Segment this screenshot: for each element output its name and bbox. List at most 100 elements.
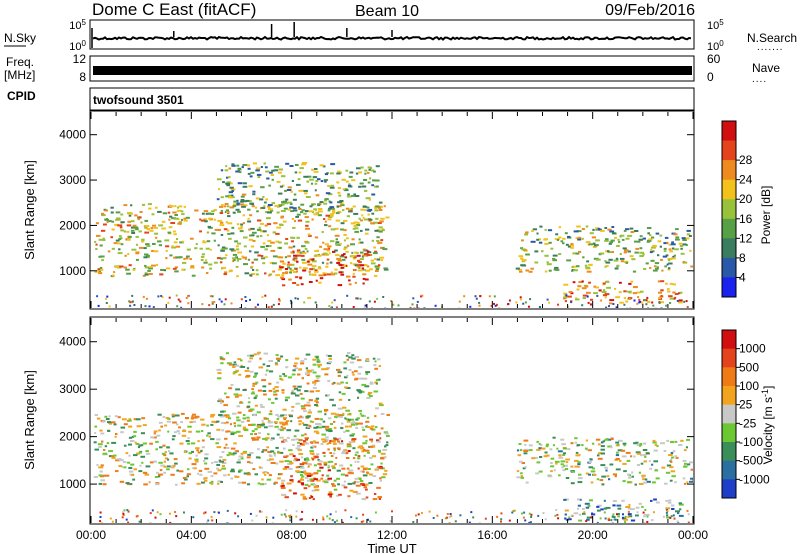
velocity-pixel xyxy=(365,420,370,423)
power-pixel xyxy=(649,266,652,269)
power-scatter xyxy=(604,296,607,299)
power-pixel xyxy=(236,248,240,251)
velocity-pixel xyxy=(328,357,332,360)
velocity-pixel xyxy=(281,484,285,487)
velocity-scatter xyxy=(468,521,471,523)
power-pixel xyxy=(139,211,143,213)
velocity-pixel xyxy=(289,479,294,482)
velocity-pixel xyxy=(232,366,236,368)
power-scatter xyxy=(641,302,644,305)
velocity-pixel xyxy=(123,444,127,447)
velocity-pixel xyxy=(108,455,112,458)
velocity-pixel xyxy=(246,473,251,476)
velocity-pixel xyxy=(327,355,332,357)
power-pixel xyxy=(558,236,562,239)
power-pixel xyxy=(582,297,587,299)
velocity-pixel xyxy=(236,405,241,408)
power-pixel xyxy=(311,203,317,206)
velocity-pixel xyxy=(283,455,289,458)
velocity-pixel xyxy=(178,426,181,429)
power-pixel xyxy=(663,250,667,253)
velocity-pixel xyxy=(238,455,244,458)
velocity-pixel xyxy=(600,448,605,451)
power-pixel xyxy=(269,171,273,174)
power-pixel xyxy=(239,230,244,233)
power-pixel xyxy=(281,278,285,281)
velocity-scatter xyxy=(436,514,439,517)
velocity-pixel xyxy=(672,450,676,453)
velocity-pixel xyxy=(666,439,670,442)
velocity-pixel xyxy=(323,462,328,465)
velocity-pixel xyxy=(131,474,135,476)
power-pixel xyxy=(120,243,124,246)
velocity-pixel xyxy=(524,466,527,469)
velocity-pixel xyxy=(254,473,258,476)
velocity-pixel xyxy=(316,469,321,472)
power-pixel xyxy=(234,240,238,243)
velocity-pixel xyxy=(261,419,264,422)
power-pixel xyxy=(334,234,340,237)
velocity-pixel xyxy=(597,457,603,460)
power-scatter xyxy=(384,307,387,308)
x-tick-label: 20:00 xyxy=(578,528,608,542)
velocity-scatter xyxy=(524,519,527,522)
velocity-pixel xyxy=(355,492,361,495)
velocity-pixel xyxy=(528,449,533,452)
velocity-pixel xyxy=(301,434,305,437)
velocity-pixel xyxy=(378,449,381,452)
velocity-pixel xyxy=(539,456,543,458)
velocity-pixel xyxy=(315,397,320,400)
velocity-scatter xyxy=(192,516,195,519)
velocity-pixel xyxy=(232,372,236,375)
velocity-pixel xyxy=(293,387,298,390)
power-pixel xyxy=(354,195,360,197)
velocity-pixel xyxy=(327,394,330,397)
velocity-pixel xyxy=(208,435,212,438)
velocity-pixel xyxy=(653,449,658,452)
velocity-scatter xyxy=(136,514,139,517)
power-pixel xyxy=(144,219,149,222)
power-pixel xyxy=(340,204,345,207)
power-pixel xyxy=(360,208,365,211)
power-pixel xyxy=(304,247,308,250)
velocity-pixel xyxy=(283,440,288,443)
power-pixel xyxy=(255,169,260,172)
power-pixel xyxy=(328,207,333,210)
power-pixel xyxy=(668,243,671,246)
power-pixel xyxy=(383,205,386,208)
velocity-pixel xyxy=(303,423,308,426)
velocity-pixel xyxy=(336,415,341,418)
power-pixel xyxy=(633,230,639,232)
power-pixel xyxy=(362,248,366,251)
power-pixel xyxy=(375,268,380,270)
velocity-pixel xyxy=(528,444,533,447)
power-pixel xyxy=(611,251,614,253)
velocity-pixel xyxy=(316,432,320,435)
power-pixel xyxy=(324,199,328,202)
velocity-pixel xyxy=(108,450,113,453)
velocity-pixel xyxy=(248,409,253,412)
velocity-scatter xyxy=(374,511,377,514)
power-pixel xyxy=(126,230,130,233)
power-pixel xyxy=(292,271,298,273)
power-pixel xyxy=(321,261,325,264)
power-pixel xyxy=(289,165,294,167)
velocity-pixel xyxy=(195,460,199,463)
power-pixel xyxy=(576,288,580,291)
power-pixel xyxy=(607,228,612,231)
power-pixel xyxy=(286,263,292,266)
velocity-pixel xyxy=(324,373,329,376)
velocity-pixel xyxy=(596,478,600,481)
power-pixel xyxy=(194,247,198,250)
velocity-pixel xyxy=(210,480,214,483)
velocity-pixel xyxy=(333,449,336,452)
velocity-pixel xyxy=(159,469,163,472)
power-pixel xyxy=(328,216,333,218)
power-pixel xyxy=(231,226,235,229)
velocity-pixel xyxy=(295,466,299,469)
power-pixel xyxy=(326,258,330,261)
velocity-pixel xyxy=(315,375,321,378)
power-pixel xyxy=(607,251,613,254)
power-pixel xyxy=(240,223,244,226)
velocity-pixel xyxy=(672,514,675,517)
